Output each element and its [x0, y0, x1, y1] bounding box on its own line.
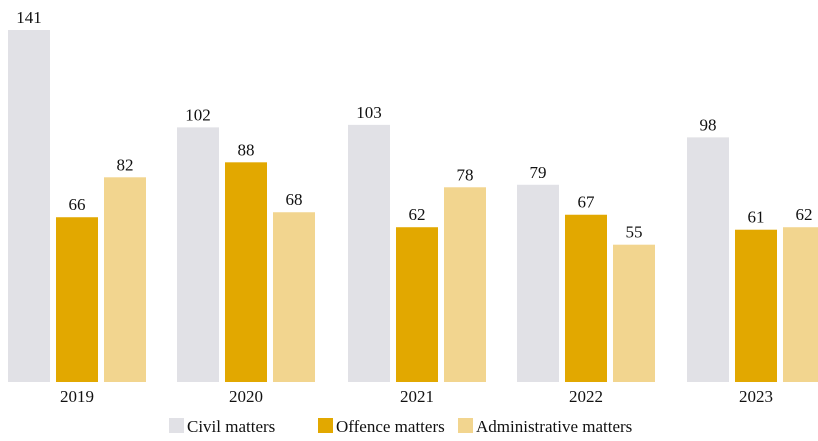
legend-swatch-civil-matters	[169, 418, 184, 433]
legend-label-offence-matters: Offence matters	[336, 417, 445, 436]
data-label-civil-matters-2021: 103	[356, 103, 382, 122]
legend-label-administrative-matters: Administrative matters	[476, 417, 632, 436]
data-label-civil-matters-2023: 98	[700, 115, 717, 134]
bar-offence-matters-2020	[225, 162, 267, 382]
data-label-civil-matters-2020: 102	[185, 105, 211, 124]
data-label-offence-matters-2021: 62	[409, 205, 426, 224]
x-tick-label-2019: 2019	[60, 387, 94, 406]
data-label-administrative-matters-2023: 62	[796, 205, 813, 224]
bar-civil-matters-2023	[687, 137, 729, 382]
bar-civil-matters-2020	[177, 127, 219, 383]
data-label-offence-matters-2019: 66	[69, 195, 86, 214]
bar-civil-matters-2022	[517, 184, 559, 382]
data-label-civil-matters-2019: 141	[16, 8, 42, 27]
data-label-offence-matters-2022: 67	[578, 193, 596, 212]
data-label-offence-matters-2023: 61	[748, 208, 765, 227]
x-tick-label-2023: 2023	[739, 387, 773, 406]
bar-offence-matters-2019	[56, 217, 98, 382]
bar-administrative-matters-2020	[273, 212, 315, 382]
bar-offence-matters-2023	[735, 229, 777, 382]
bar-administrative-matters-2022	[613, 244, 655, 382]
x-axis: 2019 2020 2021 2022 2023	[60, 387, 773, 406]
bar-offence-matters-2021	[396, 227, 438, 382]
data-label-offence-matters-2020: 88	[238, 140, 255, 159]
x-tick-label-2020: 2020	[229, 387, 263, 406]
data-label-administrative-matters-2020: 68	[286, 190, 303, 209]
bar-administrative-matters-2021	[444, 187, 486, 382]
bar-administrative-matters-2019	[104, 177, 146, 382]
bars-layer	[8, 30, 818, 383]
bar-offence-matters-2022	[565, 214, 607, 382]
legend-label-civil-matters: Civil matters	[187, 417, 275, 436]
legend: Civil matters Offence matters Administrati…	[169, 417, 632, 436]
legend-swatch-offence-matters	[318, 418, 333, 433]
x-tick-label-2021: 2021	[400, 387, 434, 406]
bar-civil-matters-2019	[8, 30, 50, 382]
data-label-administrative-matters-2022: 55	[626, 223, 643, 242]
data-label-administrative-matters-2021: 78	[457, 165, 474, 184]
data-label-civil-matters-2022: 79	[530, 163, 547, 182]
value-labels-layer: 141 66 82 102 88 68 103 62 78 79 67 55 98 61 62	[16, 8, 812, 242]
bar-administrative-matters-2023	[783, 227, 818, 382]
legend-swatch-administrative-matters	[458, 418, 473, 433]
bar-civil-matters-2021	[348, 124, 390, 383]
data-label-administrative-matters-2019: 82	[117, 155, 134, 174]
x-tick-label-2022: 2022	[569, 387, 603, 406]
